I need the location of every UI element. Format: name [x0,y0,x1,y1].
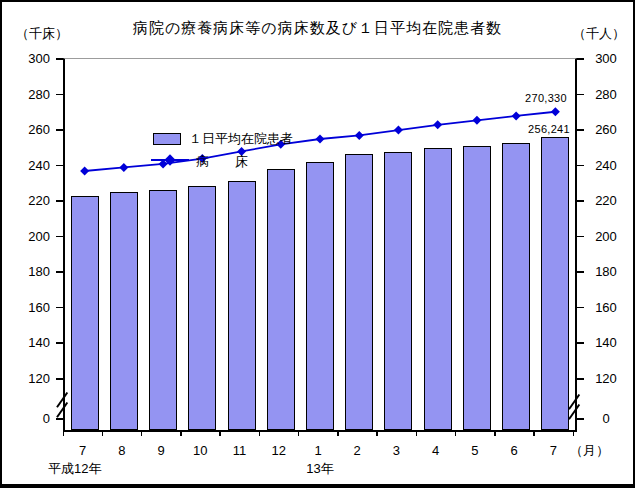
x-axis-label-12-month-7: 7 [537,443,569,458]
x-axis-label-9-month-4: 4 [420,443,452,458]
diamond-marker-month-7 [551,107,560,116]
y-axis-label-300: 300 [582,51,630,67]
x-tick [337,432,339,436]
line-last-value-label: 270,330 [515,92,577,105]
x-tick [376,432,378,436]
x-axis-label-4-month-11: 11 [224,443,256,458]
y-tick-220 [56,200,63,202]
y-axis-label-0: 0 [8,411,50,427]
x-tick [259,432,261,436]
y-axis-label-160: 160 [582,300,630,316]
x-axis-label-0-month-7: 7 [67,443,99,458]
y-axis-label-300: 300 [8,51,50,67]
diamond-marker-month-1 [316,135,325,144]
bar-last-value-label: 256,241 [518,123,580,136]
plot-area: １日平均在院患者 病 床 [63,58,577,432]
y-tick-260 [56,129,63,131]
y-tick-180 [56,271,63,273]
y-axis-label-140: 140 [582,335,630,351]
y-axis-label-120: 120 [582,371,630,387]
diamond-marker-month-3 [394,126,403,135]
x-tick [416,432,418,436]
x-axis-label-10-month-5: 5 [459,443,491,458]
y-axis-label-240: 240 [8,158,50,174]
x-axis-label-5-month-12: 12 [263,443,295,458]
y-axis-label-200: 200 [582,229,630,245]
x-tick [102,432,104,436]
era-label-heisei12: 平成12年 [48,461,101,476]
x-tick [494,432,496,436]
line-series [65,59,575,430]
y-tick-160 [56,307,63,309]
y-axis-label-200: 200 [8,229,50,245]
x-axis-unit-label: （月） [570,443,614,458]
x-tick [298,432,300,436]
x-axis-label-1-month-8: 8 [106,443,138,458]
y-axis-label-160: 160 [8,300,50,316]
x-tick [533,432,535,436]
legend-bar-label: １日平均在院患者 [189,131,293,147]
diamond-marker-month-7 [80,167,89,176]
y-axis-label-180: 180 [8,264,50,280]
chart-title: 病院の療養病床等の病床数及び１日平均在院患者数 [2,19,633,38]
y-tick-120 [56,378,63,380]
x-axis-label-6-month-1: 1 [302,443,334,458]
chart-canvas: 病院の療養病床等の病床数及び１日平均在院患者数 （千床） （千人） １日平均在院… [0,0,635,488]
x-axis-label-2-month-9: 9 [145,443,177,458]
y-axis-label-280: 280 [582,87,630,103]
y-axis-label-0: 0 [582,411,630,427]
y-axis-label-260: 260 [8,122,50,138]
x-tick [219,432,221,436]
y-axis-label-120: 120 [8,371,50,387]
x-axis-label-3-month-10: 10 [184,443,216,458]
y-axis-label-220: 220 [582,193,630,209]
diamond-marker-month-4 [433,120,442,129]
diamond-marker-month-8 [119,163,128,172]
left-axis-unit-label: （千床） [16,25,68,43]
right-axis-unit-label: （千人） [573,25,625,43]
y-axis-label-220: 220 [8,193,50,209]
x-tick [63,432,65,436]
y-tick-240 [56,165,63,167]
legend-bar-swatch [153,133,181,145]
y-axis-label-140: 140 [8,335,50,351]
x-tick [455,432,457,436]
diamond-marker-month-2 [355,131,364,140]
y-axis-label-260: 260 [582,122,630,138]
y-axis-label-240: 240 [582,158,630,174]
x-tick [141,432,143,436]
diamond-marker-month-5 [472,116,481,125]
x-axis-label-8-month-3: 3 [380,443,412,458]
legend-line-label: 病 床 [196,154,248,170]
y-axis-label-180: 180 [582,264,630,280]
x-tick [573,432,575,436]
x-tick [180,432,182,436]
x-axis-label-11-month-6: 6 [498,443,530,458]
y-tick-0 [56,418,63,420]
diamond-marker-month-6 [512,111,521,120]
y-tick-280 [56,94,63,96]
y-tick-200 [56,236,63,238]
y-tick-300 [56,58,63,60]
y-tick-140 [56,342,63,344]
era-label-13: 13年 [295,461,345,476]
y-axis-label-280: 280 [8,87,50,103]
x-axis-label-7-month-2: 2 [341,443,373,458]
